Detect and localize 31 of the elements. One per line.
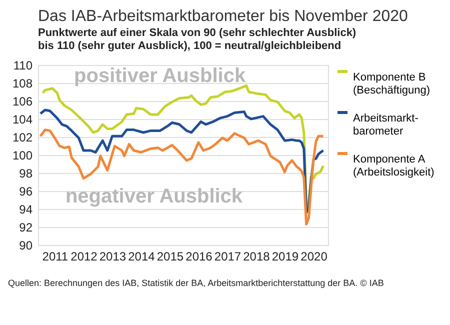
x-tick-label: 2014 (128, 250, 156, 264)
x-tick-label: 2017 (214, 250, 242, 264)
legend-label: Komponente B (Beschäftigung) (353, 72, 430, 96)
y-tick-label: 90 (19, 238, 33, 252)
y-tick-label: 106 (12, 94, 33, 108)
y-tick-label: 94 (19, 202, 33, 216)
y-tick-label: 100 (12, 148, 33, 162)
source-note: Quellen: Berechnungen des IAB, Statistik der BA, Arbeitsmarktberichterstattung der BA. © IAB (8, 278, 384, 288)
text: Punktwerte auf einer Skala von 90 (sehr schlechter Ausblick) (38, 27, 356, 39)
x-tick-label: 2016 (186, 250, 213, 264)
x-tick-label: 2020 (300, 250, 328, 264)
text: bis 110 (sehr guter Ausblick), 100 = neutral/gleichbleibend (38, 40, 342, 52)
x-tick-label: 2013 (99, 250, 126, 264)
y-tick-label: 104 (12, 112, 33, 126)
y-tick-label: 98 (19, 166, 33, 180)
y-tick-label: 92 (19, 220, 33, 234)
chart-title: Das IAB-Arbeitsmarktbarometer bis November 2020 (38, 8, 408, 25)
annotation: positiver Ausblick (74, 64, 246, 87)
x-tick-label: 2019 (272, 250, 299, 264)
line-series (39, 128, 324, 226)
y-tick-label: 102 (12, 130, 33, 144)
x-tick-label: 2018 (243, 250, 270, 264)
annotation: negativer Ausblick (65, 185, 244, 208)
legend-label: Komponente A (Arbeitslosigkeit) (353, 154, 434, 178)
y-tick-label: 108 (12, 76, 33, 90)
x-tick-label: 2015 (156, 250, 184, 264)
y-tick-label: 110 (13, 58, 33, 72)
x-tick-label: 2012 (70, 250, 98, 264)
x-tick-label: 2011 (42, 250, 68, 264)
legend-label: Arbeitsmarkt- barometer (353, 112, 419, 138)
y-tick-label: 96 (19, 184, 33, 198)
